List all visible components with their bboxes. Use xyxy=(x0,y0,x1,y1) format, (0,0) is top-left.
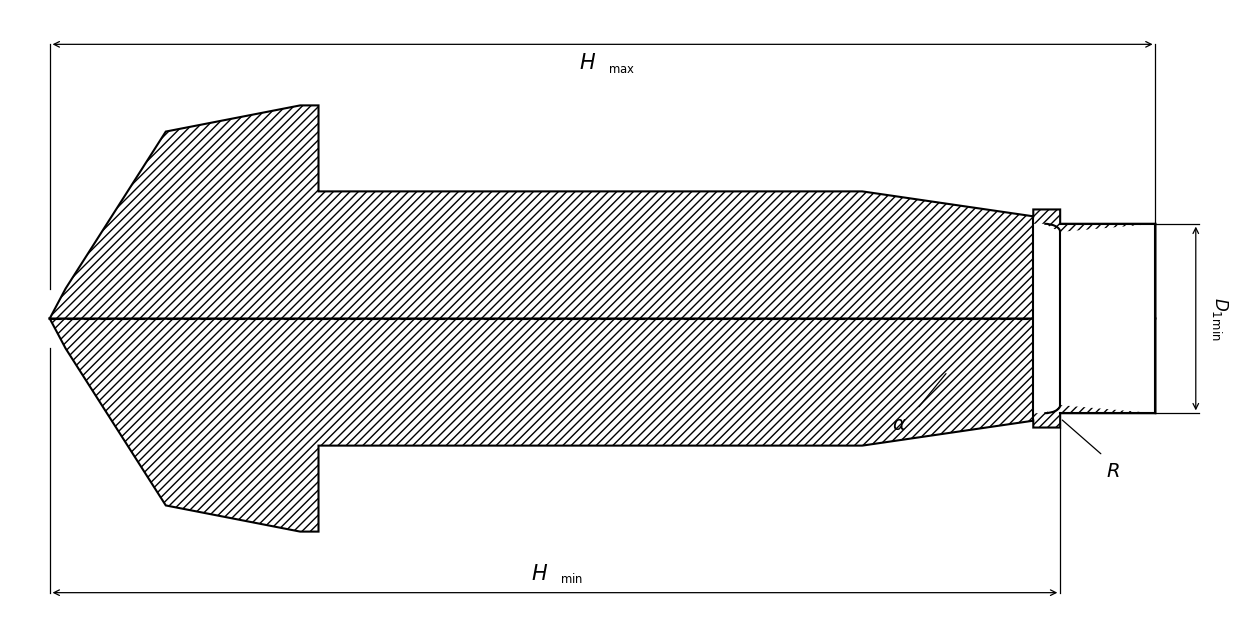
Polygon shape xyxy=(1061,224,1156,413)
Polygon shape xyxy=(1033,224,1061,413)
Polygon shape xyxy=(50,105,1156,318)
Text: $_{\mathrm{max}}$: $_{\mathrm{max}}$ xyxy=(608,57,636,75)
Text: $H$: $H$ xyxy=(579,53,596,73)
Polygon shape xyxy=(50,318,1156,532)
Text: $R$: $R$ xyxy=(1106,462,1120,481)
Text: $D_1{}_{\mathrm{min}}$: $D_1{}_{\mathrm{min}}$ xyxy=(1211,297,1230,340)
Text: $_{\mathrm{min}}$: $_{\mathrm{min}}$ xyxy=(560,568,584,586)
Text: $H$: $H$ xyxy=(532,564,548,584)
Text: $\alpha$: $\alpha$ xyxy=(892,415,906,434)
